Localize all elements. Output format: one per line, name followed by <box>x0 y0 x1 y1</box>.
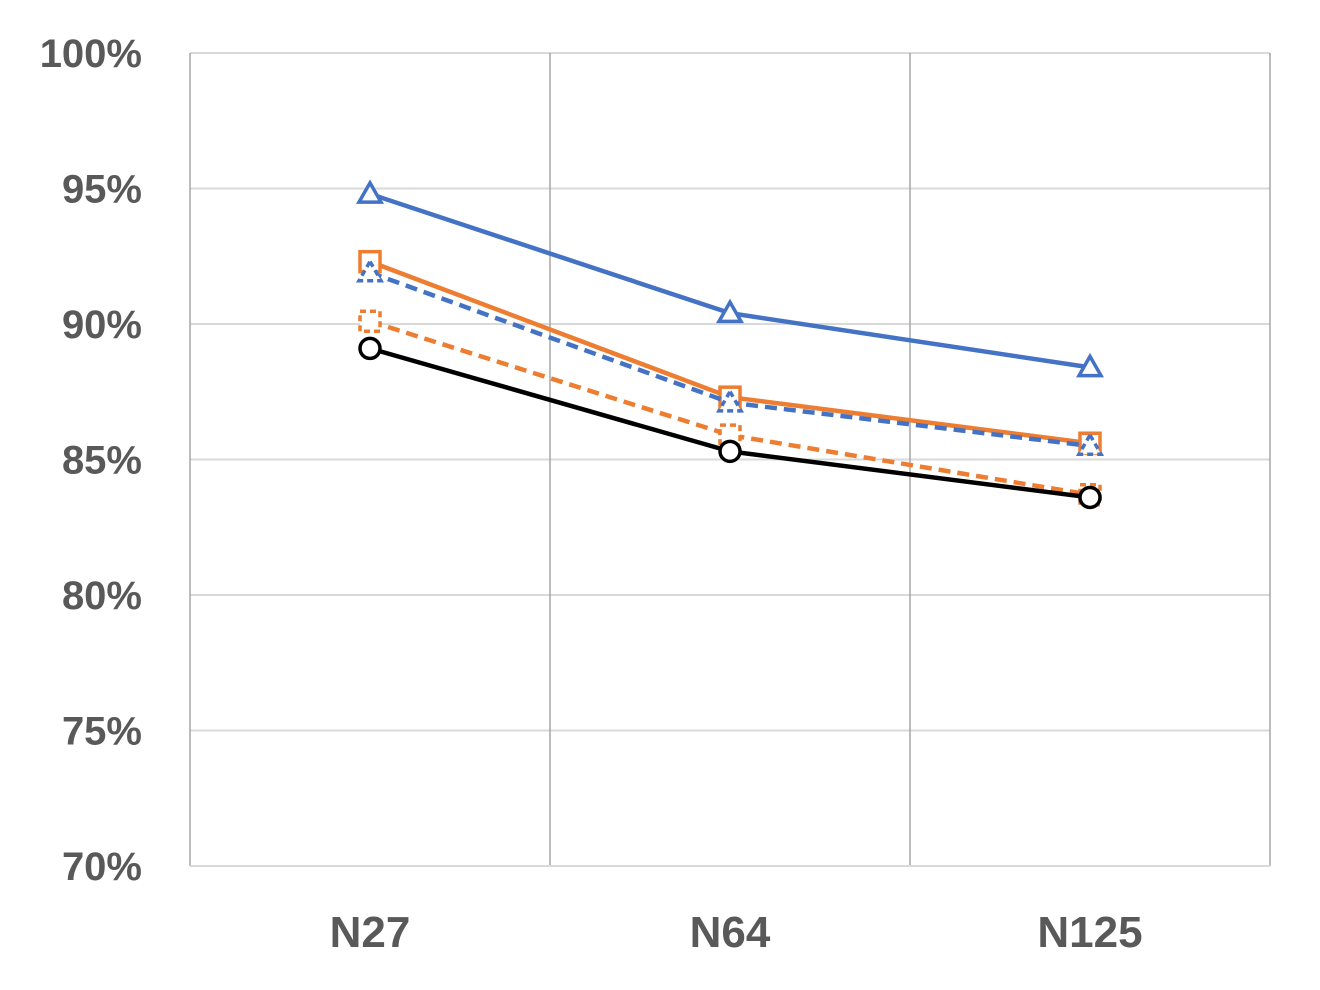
data-point-triangle <box>1075 352 1105 378</box>
series-3 <box>355 257 1105 456</box>
data-point-triangle <box>715 388 745 413</box>
tick-labels: 70% 75% 80% 85% 90% 95% 100% N27 N64 N125 <box>40 32 1143 957</box>
data-point-triangle <box>715 298 745 324</box>
y-tick-label: 85% <box>62 439 142 483</box>
data-point-square <box>358 309 382 334</box>
data-point-triangle <box>355 257 385 283</box>
series-1 <box>355 179 1105 378</box>
data-point-triangle <box>1075 431 1105 456</box>
series-group <box>355 179 1105 510</box>
y-tick-label: 80% <box>62 574 142 618</box>
y-tick-label: 75% <box>62 710 142 754</box>
data-point-circle <box>718 439 742 464</box>
axes <box>189 53 1271 867</box>
y-tick-label: 95% <box>62 168 142 212</box>
data-point-circle <box>1078 485 1102 510</box>
series-line <box>369 319 1091 497</box>
data-point-circle <box>358 336 382 361</box>
data-point-triangle <box>355 179 385 204</box>
y-tick-label: 70% <box>62 845 142 889</box>
x-tick-label: N125 <box>1037 908 1142 957</box>
x-tick-label: N27 <box>330 908 411 957</box>
y-tick-label: 100% <box>40 32 142 76</box>
series-5 <box>358 336 1102 510</box>
y-tick-label: 90% <box>62 303 142 347</box>
x-tick-label: N64 <box>690 908 771 957</box>
